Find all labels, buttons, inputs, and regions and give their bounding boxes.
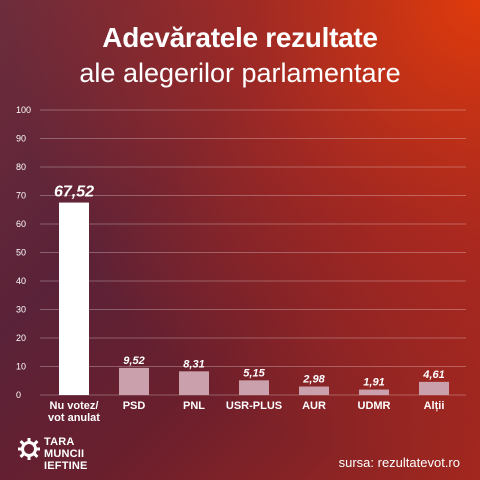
y-tick-label: 60 [16, 219, 26, 229]
title-line-1: Adevăratele rezultate [102, 22, 378, 53]
category-label: Nu votez/vot anulat [48, 400, 100, 424]
category-label: AUR [302, 400, 326, 412]
logo-line-3: IEFTINE [44, 460, 88, 472]
y-tick-label: 10 [16, 362, 26, 372]
logo-line-2: MUNCII [44, 448, 85, 460]
bar [179, 371, 209, 395]
title-line-2: ale alegerilor parlamentare [79, 58, 401, 88]
logo: TARA MUNCII IEFTINE [18, 436, 138, 472]
category-label: Alții [424, 400, 445, 412]
bar [119, 367, 149, 395]
bar [59, 202, 89, 395]
logo-text: TARA MUNCII IEFTINE [44, 436, 88, 472]
y-tick-label: 100 [16, 105, 31, 115]
y-tick-label: 90 [16, 134, 26, 144]
bar [359, 389, 389, 395]
category-label: USR-PLUS [226, 400, 282, 412]
value-label: 8,31 [183, 358, 204, 370]
value-label: 1,91 [363, 377, 384, 389]
source-credit: sursa: rezultatevot.ro [338, 455, 460, 470]
value-label: 67,52 [54, 184, 94, 201]
gear-icon [18, 438, 40, 460]
y-tick-label: 40 [16, 276, 26, 286]
bar [239, 380, 269, 395]
value-label: 9,52 [123, 355, 144, 367]
y-tick-label: 80 [16, 162, 26, 172]
y-tick-label: 0 [16, 390, 21, 400]
y-tick-label: 70 [16, 191, 26, 201]
category-label: UDMR [358, 400, 391, 412]
y-tick-label: 20 [16, 333, 26, 343]
category-label: PNL [183, 400, 205, 412]
value-label: 4,61 [422, 369, 444, 381]
value-label: 2,98 [302, 374, 325, 386]
bar [299, 386, 329, 395]
value-label: 5,15 [243, 367, 265, 379]
y-tick-label: 30 [16, 305, 26, 315]
logo-line-1: TARA [44, 436, 75, 448]
category-label: PSD [123, 400, 146, 412]
y-tick-label: 50 [16, 248, 26, 258]
bar [419, 381, 449, 395]
